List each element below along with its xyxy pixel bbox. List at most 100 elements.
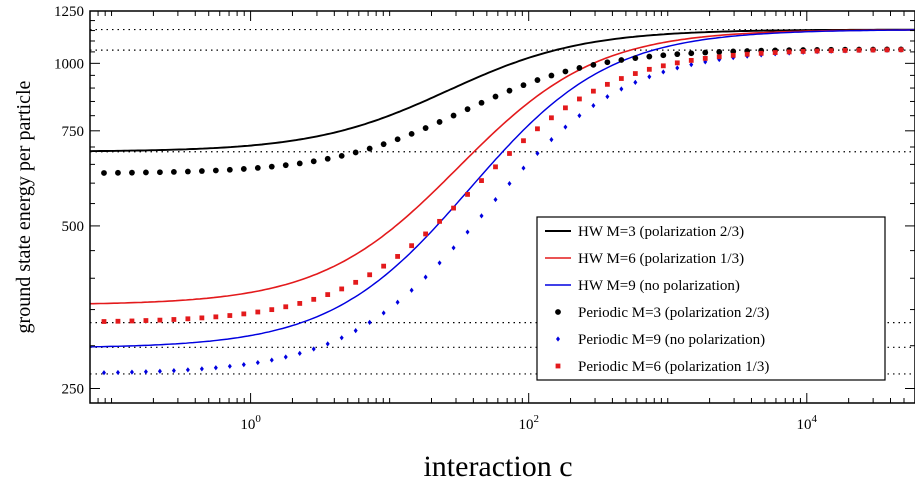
data-point: [213, 314, 219, 320]
data-point: [479, 178, 484, 183]
data-point: [366, 145, 373, 152]
data-point: [227, 363, 232, 369]
data-point: [451, 245, 456, 251]
legend-label: Periodic M=9 (no polarization): [578, 332, 765, 348]
data-point: [898, 47, 904, 53]
legend-label: HW M=3 (polarization 2/3): [578, 224, 744, 240]
data-point: [296, 160, 303, 167]
data-point: [618, 76, 624, 81]
legend-item: HW M=3 (polarization 2/3): [545, 224, 744, 240]
x-tick-label: 104: [797, 413, 818, 433]
x-tick-label: 100: [240, 413, 261, 433]
series-3: [89, 29, 915, 348]
legend: HW M=3 (polarization 2/3) HW M=6 (polariz…: [536, 216, 886, 381]
data-point: [577, 113, 582, 119]
data-point: [241, 311, 247, 317]
data-point: [101, 370, 106, 376]
data-point: [534, 77, 541, 83]
data-point: [129, 369, 134, 375]
data-point: [255, 359, 260, 366]
data-point: [507, 180, 512, 187]
data-point: [283, 354, 288, 360]
x-tick-label-exponent: 2: [533, 413, 539, 425]
data-point: [310, 158, 317, 165]
data-point: [255, 309, 261, 315]
data-point: [520, 82, 527, 89]
data-point: [674, 60, 680, 66]
data-point: [352, 149, 359, 156]
data-point: [870, 47, 876, 53]
data-point: [409, 287, 414, 293]
data-point: [549, 137, 554, 143]
data-point: [590, 88, 596, 94]
legend-swatch: [555, 309, 561, 315]
data-point: [548, 72, 555, 79]
data-point: [464, 106, 471, 113]
series-1: [89, 28, 915, 153]
data-point: [479, 213, 484, 219]
series-line: [89, 28, 915, 153]
data-point: [604, 59, 611, 66]
data-point: [856, 47, 862, 53]
data-point: [198, 168, 205, 174]
data-point: [199, 366, 204, 372]
data-point: [171, 317, 177, 322]
data-point: [800, 49, 806, 54]
data-point: [562, 68, 569, 75]
data-point: [394, 136, 401, 143]
data-point: [367, 319, 372, 325]
data-point: [268, 163, 275, 170]
data-point: [311, 296, 317, 302]
data-point: [297, 301, 303, 306]
series-5: [101, 47, 904, 376]
data-point: [101, 170, 107, 176]
data-point: [311, 346, 316, 352]
series-line: [89, 29, 915, 348]
data-point: [381, 310, 386, 316]
data-point: [437, 260, 442, 266]
y-tick-label: 500: [62, 219, 85, 235]
data-point: [226, 166, 233, 173]
data-point: [758, 50, 764, 56]
x-tick-label: 102: [518, 413, 539, 433]
data-point: [437, 218, 442, 224]
data-point: [395, 299, 400, 305]
data-point: [492, 93, 499, 100]
data-point: [689, 62, 694, 68]
data-point: [563, 105, 568, 111]
data-point: [325, 341, 330, 347]
data-point: [688, 50, 695, 57]
data-point: [254, 165, 261, 171]
data-point: [157, 169, 163, 176]
data-point: [675, 65, 680, 71]
data-point: [842, 48, 848, 53]
data-point: [129, 169, 135, 176]
data-point: [647, 74, 652, 80]
data-point: [507, 151, 512, 156]
data-point: [367, 272, 373, 278]
data-point: [185, 316, 191, 322]
data-point: [702, 49, 709, 56]
data-point: [521, 138, 526, 144]
legend-label: Periodic M=3 (polarization 2/3): [578, 305, 769, 321]
legend-swatch: [556, 336, 560, 342]
x-tick-label-exponent: 0: [255, 413, 261, 425]
data-point: [171, 368, 176, 374]
data-point: [115, 369, 120, 376]
data-point: [115, 318, 121, 324]
data-point: [423, 274, 428, 280]
data-point: [716, 54, 722, 60]
data-point: [101, 319, 107, 324]
data-point: [143, 369, 148, 375]
data-point: [633, 79, 638, 85]
series-line: [90, 29, 915, 305]
x-tick-label-exponent: 4: [812, 413, 818, 425]
legend-item: HW M=6 (polarization 1/3): [545, 251, 744, 267]
x-axis-title: interaction c: [423, 450, 572, 483]
data-point: [339, 286, 345, 292]
data-point: [282, 162, 289, 169]
data-point: [240, 166, 247, 172]
data-point: [184, 168, 191, 175]
data-point: [213, 365, 218, 371]
